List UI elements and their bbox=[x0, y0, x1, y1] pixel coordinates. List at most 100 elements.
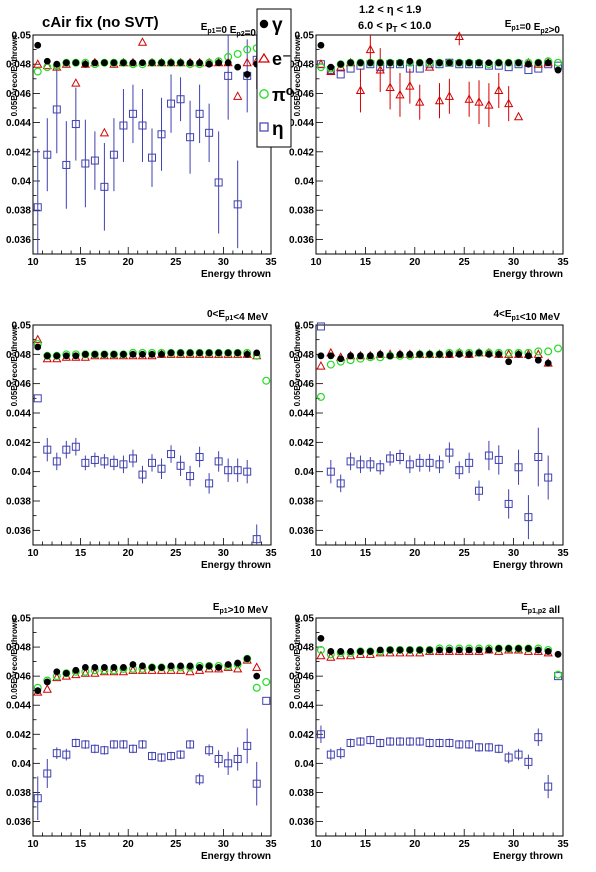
data-point bbox=[53, 60, 61, 68]
data-point bbox=[137, 37, 148, 46]
data-point bbox=[62, 445, 71, 454]
x-tick-label: 25 bbox=[459, 257, 471, 268]
data-point bbox=[90, 455, 99, 464]
data-point bbox=[436, 646, 443, 654]
data-point bbox=[465, 59, 473, 67]
x-tick-label: 20 bbox=[409, 548, 421, 559]
data-point bbox=[445, 448, 454, 457]
data-point bbox=[366, 460, 375, 469]
data-point bbox=[100, 746, 109, 755]
data-point bbox=[475, 646, 483, 654]
data-point bbox=[109, 666, 119, 676]
data-point bbox=[495, 59, 503, 67]
data-point bbox=[158, 664, 165, 671]
data-point bbox=[445, 738, 454, 747]
y-tick-label: 0.046 bbox=[289, 379, 314, 390]
data-point bbox=[43, 150, 52, 159]
data-point bbox=[435, 460, 444, 469]
data-point bbox=[72, 666, 80, 674]
y-tick-label: 0.04 bbox=[295, 467, 315, 478]
data-point bbox=[317, 634, 325, 642]
x-tick-label: 25 bbox=[170, 257, 182, 268]
data-point bbox=[33, 394, 42, 403]
data-point bbox=[81, 159, 90, 168]
data-point bbox=[91, 350, 99, 358]
data-point bbox=[484, 100, 494, 109]
data-point bbox=[395, 453, 404, 461]
data-point bbox=[43, 352, 51, 360]
data-point bbox=[186, 133, 195, 142]
data-point bbox=[524, 757, 533, 766]
data-point bbox=[186, 349, 194, 357]
series-pi0 bbox=[33, 44, 261, 76]
y-tick-label: 0.036 bbox=[289, 817, 314, 828]
data-point bbox=[33, 67, 42, 76]
data-point bbox=[376, 59, 384, 67]
data-point bbox=[110, 350, 118, 358]
data-point bbox=[484, 451, 493, 460]
x-tick-label: 20 bbox=[409, 839, 421, 850]
data-point bbox=[120, 59, 127, 67]
data-point bbox=[205, 662, 213, 670]
x-tick-label: 10 bbox=[27, 548, 39, 559]
x-axis-label: Energy thrown bbox=[201, 269, 271, 280]
data-point bbox=[33, 203, 42, 212]
data-point bbox=[464, 94, 474, 103]
x-tick-label: 10 bbox=[310, 839, 322, 850]
legend-eta-label: η bbox=[272, 119, 284, 140]
data-point bbox=[34, 343, 42, 351]
data-point bbox=[475, 486, 484, 495]
data-point bbox=[224, 71, 233, 80]
data-point bbox=[396, 59, 404, 67]
data-point bbox=[355, 85, 366, 94]
y-axis-label: 0.05E^reco/E^thrown bbox=[10, 325, 19, 406]
data-point bbox=[128, 109, 137, 118]
x-tick-label: 20 bbox=[123, 257, 135, 268]
data-point bbox=[167, 99, 176, 108]
data-point bbox=[71, 738, 80, 747]
data-point bbox=[425, 458, 434, 467]
data-point bbox=[386, 737, 395, 746]
series-electron bbox=[33, 37, 262, 137]
data-point bbox=[525, 60, 532, 68]
y-tick-label: 0.046 bbox=[6, 672, 31, 683]
data-point bbox=[336, 479, 345, 488]
data-point bbox=[233, 91, 243, 100]
data-point bbox=[376, 463, 385, 472]
data-point bbox=[196, 349, 204, 357]
panel-title: Ep1=0 Ep2>0 bbox=[505, 19, 561, 36]
panel-title: 4<Ep1<10 MeV bbox=[493, 309, 560, 323]
data-point bbox=[515, 350, 522, 358]
data-point bbox=[326, 467, 335, 476]
x-tick-label: 30 bbox=[218, 839, 230, 850]
data-point bbox=[196, 664, 204, 671]
data-point bbox=[534, 646, 542, 654]
y-tick-label: 0.044 bbox=[289, 409, 314, 420]
data-point bbox=[327, 63, 335, 71]
data-point bbox=[205, 746, 214, 755]
x-axis-label: Energy thrown bbox=[201, 560, 271, 571]
y-tick-label: 0.05 bbox=[295, 321, 315, 332]
data-point bbox=[139, 662, 146, 670]
data-point bbox=[436, 350, 443, 358]
data-point bbox=[233, 49, 242, 58]
data-point bbox=[336, 749, 345, 758]
data-point bbox=[375, 64, 385, 74]
data-point bbox=[327, 352, 335, 360]
data-point bbox=[224, 759, 233, 768]
y-tick-label: 0.044 bbox=[6, 118, 31, 129]
y-tick-label: 0.046 bbox=[6, 89, 31, 100]
series-gamma bbox=[34, 655, 261, 695]
figure-main-title: cAir fix (no SVT) bbox=[42, 14, 159, 31]
data-point bbox=[71, 78, 81, 87]
y-tick-label: 0.042 bbox=[6, 147, 31, 158]
data-point bbox=[465, 350, 473, 358]
data-point bbox=[505, 358, 513, 366]
legend-box: γ e⁻ π⁰ η bbox=[256, 8, 294, 148]
data-point bbox=[52, 749, 61, 758]
data-point bbox=[243, 655, 251, 663]
x-tick-label: 25 bbox=[170, 548, 182, 559]
data-point bbox=[43, 57, 51, 65]
data-point bbox=[515, 645, 522, 652]
x-tick-label: 10 bbox=[310, 548, 322, 559]
